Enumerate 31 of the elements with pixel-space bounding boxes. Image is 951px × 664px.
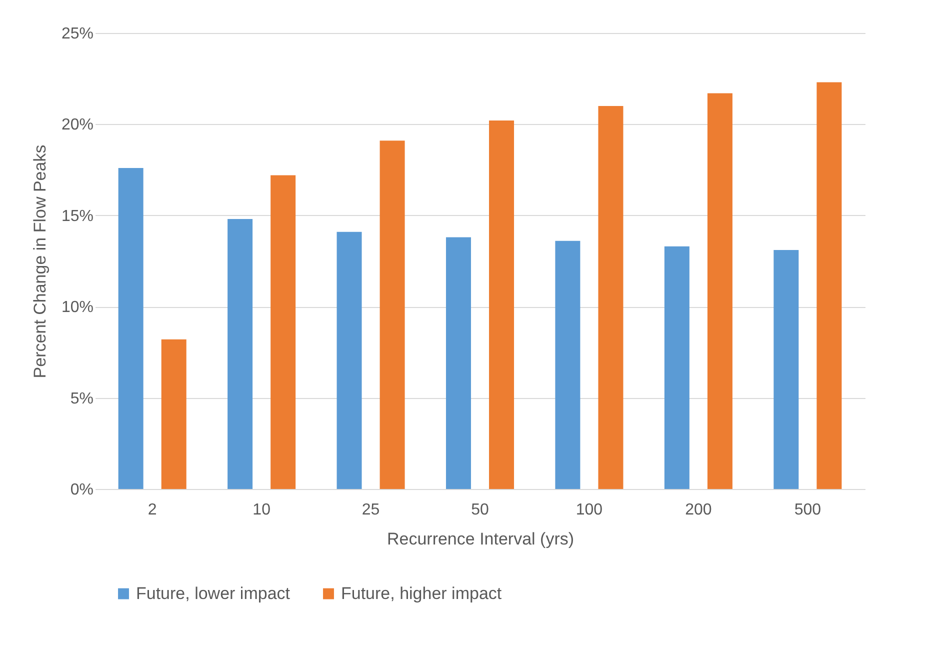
bar: [707, 93, 732, 489]
bar: [270, 175, 296, 489]
bar: [555, 240, 580, 489]
x-tick-label: 50: [471, 502, 489, 518]
y-tick-label: 10%: [61, 299, 94, 316]
y-tick-label: 5%: [70, 390, 94, 408]
y-tick-label: 0%: [70, 482, 94, 498]
y-tick-label: 25%: [61, 26, 94, 42]
y-tick-label: 15%: [61, 208, 94, 225]
bar: [161, 339, 186, 489]
x-tick-label: 100: [576, 502, 603, 518]
bar: [380, 140, 405, 489]
bar: [446, 237, 471, 489]
x-tick-label: 500: [794, 502, 822, 518]
bar: [598, 106, 624, 489]
bar: [816, 82, 842, 489]
y-tick-label: 20%: [61, 116, 94, 134]
legend-label: Future, lower impact: [136, 584, 290, 603]
bar: [664, 246, 690, 489]
x-tick-label: 200: [685, 502, 712, 518]
bar: [228, 219, 253, 489]
x-tick-label: 2: [148, 502, 157, 518]
bar: [336, 232, 362, 489]
y-axis-title: Percent Change in Flow Peaks: [30, 144, 50, 378]
legend-label: Future, higher impact: [341, 584, 502, 603]
x-tick-label: 10: [252, 502, 271, 518]
bar: [489, 120, 514, 489]
bar: [118, 168, 144, 489]
bar: [774, 250, 799, 489]
x-axis-title: Recurrence Interval (yrs): [386, 530, 574, 548]
x-tick-label: 25: [362, 502, 380, 518]
